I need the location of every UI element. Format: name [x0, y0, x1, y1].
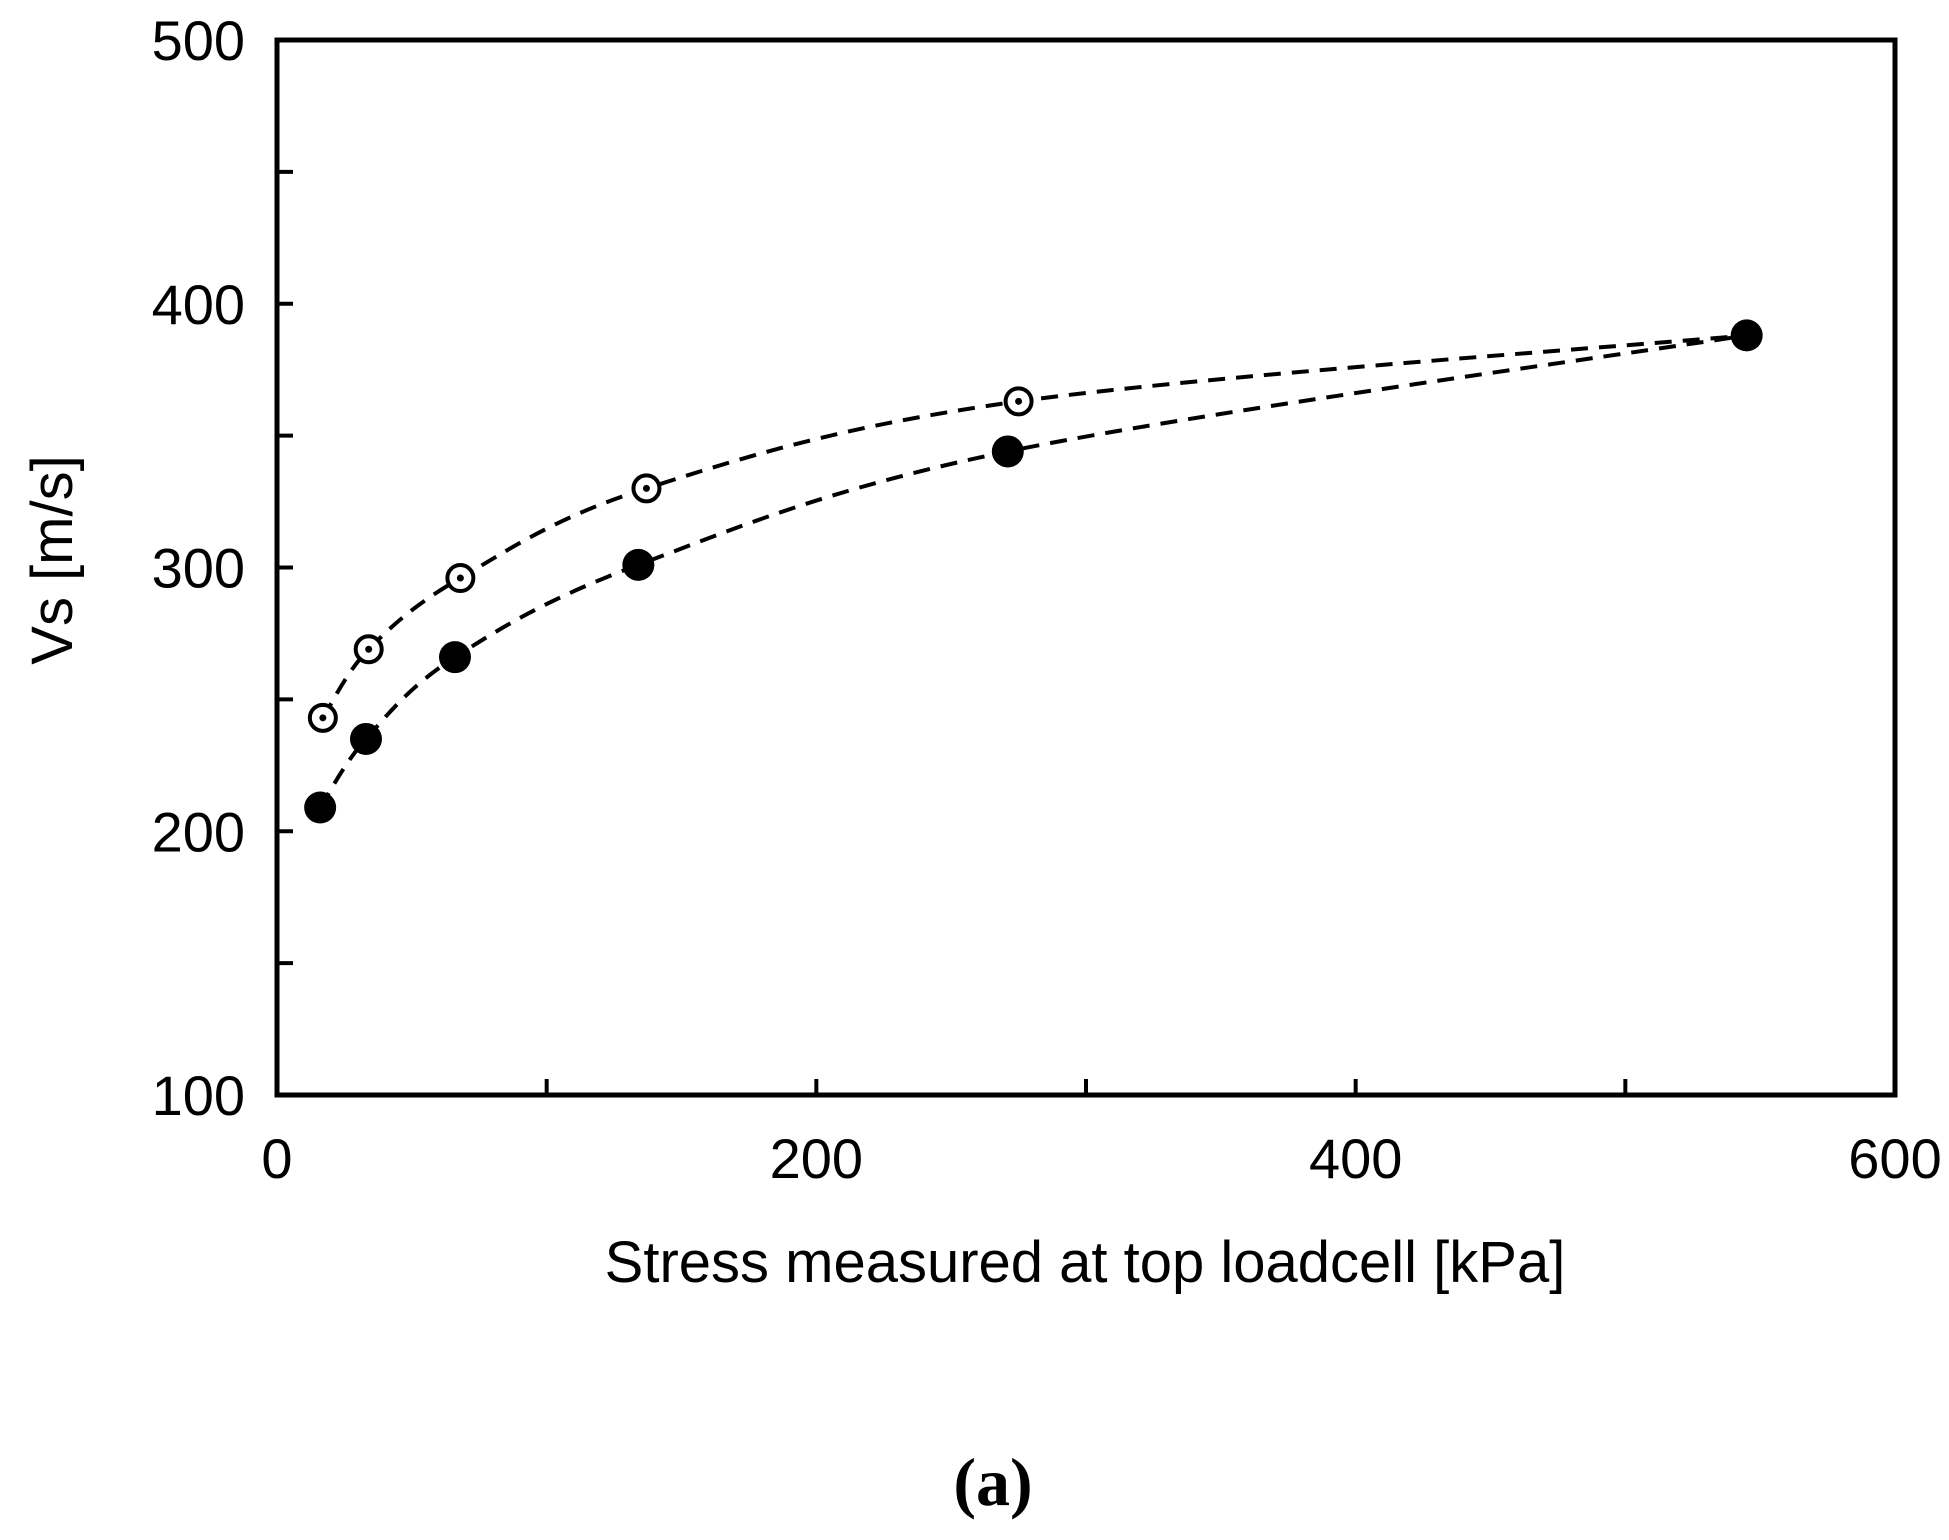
y-tick-label: 400 [152, 273, 245, 336]
series-lines [318, 333, 1747, 809]
data-point-open-center [456, 574, 464, 582]
y-tick-label: 200 [152, 800, 245, 863]
data-point-open-center [319, 714, 327, 722]
plot-frame [274, 37, 1898, 1098]
data-point-open-center [1015, 397, 1023, 405]
x-tick-label: 200 [770, 1127, 863, 1190]
data-point-filled [438, 641, 471, 674]
data-point-open-center [642, 484, 650, 492]
data-point-open-center [365, 645, 373, 653]
x-tick-label: 400 [1309, 1127, 1402, 1190]
data-markers [304, 319, 1763, 824]
y-tick-label: 300 [152, 537, 245, 600]
data-point-filled [1730, 319, 1763, 352]
x-tick-label: 600 [1848, 1127, 1941, 1190]
data-point-filled [304, 791, 337, 824]
y-tick-label: 100 [152, 1064, 245, 1127]
x-tick-label: 0 [261, 1127, 292, 1190]
data-point-filled [991, 435, 1024, 468]
y-tick-label: 500 [152, 9, 245, 72]
tick-labels: 0 200 400 600 100 200 300 400 500 [152, 9, 1942, 1190]
series-line-2 [318, 333, 1747, 809]
panel-label: (a) [953, 1444, 1032, 1520]
data-point-filled [622, 548, 655, 581]
y-axis-title: Vs [m/s] [20, 455, 85, 664]
x-axis-title: Stress measured at top loadcell [kPa] [605, 1230, 1566, 1295]
data-point-filled [349, 722, 382, 755]
series-line-1 [321, 333, 1747, 719]
